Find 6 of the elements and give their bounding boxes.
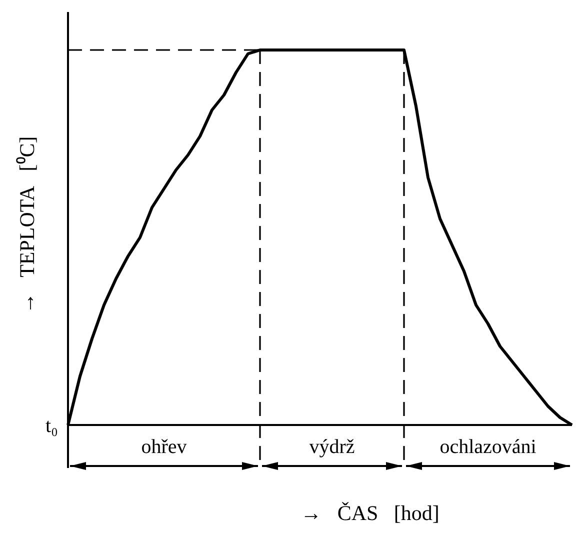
text: výdrž [309, 436, 355, 458]
text: ohřev [141, 436, 187, 458]
text: ochlazováni [440, 436, 537, 458]
x-axis-title: → ČAS [hod] [300, 501, 440, 525]
y-axis-title: → TEPLOTA [⁰C] [15, 136, 39, 314]
text: t₀ [45, 415, 58, 437]
